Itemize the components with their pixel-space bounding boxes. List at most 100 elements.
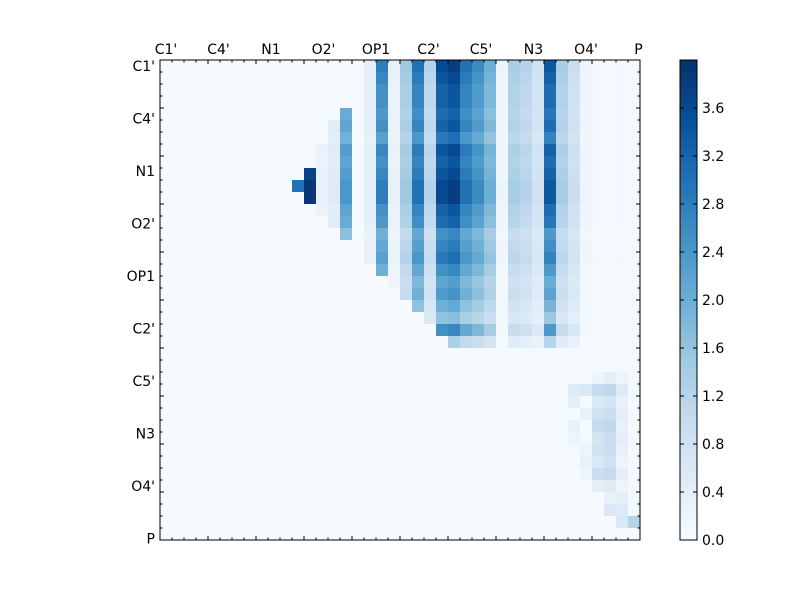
heatmap-cell (376, 348, 389, 361)
heatmap-cell (304, 432, 317, 445)
heatmap-cell (508, 360, 521, 373)
heatmap-cell (316, 504, 329, 517)
heatmap-cell (580, 84, 593, 97)
heatmap-cell (220, 456, 233, 469)
heatmap-cell (580, 252, 593, 265)
heatmap-cell (496, 384, 509, 397)
heatmap-cell (316, 396, 329, 409)
colorbar: 0.00.40.81.21.62.02.42.83.23.6 (679, 59, 724, 549)
heatmap-cell (220, 444, 233, 457)
heatmap-cell (172, 348, 185, 361)
heatmap-cell (544, 180, 557, 193)
heatmap-cell (496, 144, 509, 157)
heatmap-cell (208, 288, 221, 301)
heatmap-cell (256, 144, 269, 157)
heatmap-cell (484, 528, 497, 541)
heatmap-cell (196, 216, 209, 229)
heatmap-cell (268, 192, 281, 205)
heatmap-cell (220, 420, 233, 433)
heatmap-cell (304, 492, 317, 505)
heatmap-cell (448, 156, 461, 169)
heatmap-cell (220, 288, 233, 301)
heatmap-cell (496, 168, 509, 181)
heatmap-cell (208, 228, 221, 241)
heatmap-cell (508, 336, 521, 349)
heatmap-cell (316, 516, 329, 529)
heatmap-cell (532, 432, 545, 445)
heatmap-cell (460, 324, 473, 337)
heatmap-cell (208, 252, 221, 265)
heatmap-cell (568, 384, 581, 397)
heatmap-cell (244, 312, 257, 325)
heatmap-cell (532, 504, 545, 517)
heatmap-cell (532, 516, 545, 529)
heatmap-cell (448, 108, 461, 121)
heatmap-cell (244, 252, 257, 265)
heatmap-cell (244, 348, 257, 361)
heatmap-cell (424, 360, 437, 373)
heatmap-cell (436, 336, 449, 349)
heatmap-cell (544, 228, 557, 241)
heatmap-cell (448, 60, 461, 73)
heatmap-cell (352, 336, 365, 349)
heatmap-cell (556, 444, 569, 457)
heatmap-cell (532, 216, 545, 229)
heatmap-cell (628, 96, 641, 109)
heatmap-cell (580, 372, 593, 385)
heatmap-cell (424, 492, 437, 505)
heatmap-cell (316, 492, 329, 505)
heatmap-cell (196, 192, 209, 205)
heatmap-cell (532, 168, 545, 181)
heatmap-cell (484, 84, 497, 97)
heatmap-cell (196, 492, 209, 505)
heatmap-cell (268, 276, 281, 289)
heatmap-cell (196, 108, 209, 121)
heatmap-cell (532, 96, 545, 109)
heatmap-cell (544, 84, 557, 97)
heatmap-cell (340, 336, 353, 349)
heatmap-cell (460, 504, 473, 517)
heatmap-cell (628, 204, 641, 217)
heatmap-cell (352, 240, 365, 253)
heatmap-cell (568, 492, 581, 505)
heatmap-cell (340, 96, 353, 109)
heatmap-cell (268, 528, 281, 541)
heatmap-cell (364, 60, 377, 73)
heatmap-cell (340, 408, 353, 421)
heatmap-cell (328, 108, 341, 121)
heatmap-cell (412, 300, 425, 313)
heatmap-cell (328, 156, 341, 169)
heatmap-cell (580, 432, 593, 445)
heatmap-cell (496, 372, 509, 385)
heatmap-cell (544, 120, 557, 133)
heatmap-cell (424, 516, 437, 529)
heatmap-cell (400, 408, 413, 421)
heatmap-cell (448, 324, 461, 337)
heatmap-cell (460, 408, 473, 421)
heatmap-cell (472, 252, 485, 265)
heatmap-cell (568, 84, 581, 97)
heatmap-cell (160, 372, 173, 385)
heatmap-cell (352, 312, 365, 325)
heatmap-cell (292, 456, 305, 469)
heatmap-cell (400, 240, 413, 253)
heatmap-cell (436, 384, 449, 397)
heatmap-cell (508, 72, 521, 85)
heatmap-cell (304, 72, 317, 85)
heatmap-cell (172, 84, 185, 97)
heatmap-cell (472, 504, 485, 517)
heatmap-cell (604, 72, 617, 85)
heatmap-cell (520, 312, 533, 325)
heatmap-cell (328, 396, 341, 409)
heatmap-cell (496, 504, 509, 517)
heatmap-cell (292, 276, 305, 289)
heatmap-cell (604, 96, 617, 109)
heatmap-cell (472, 300, 485, 313)
heatmap-cell (256, 84, 269, 97)
heatmap-cell (556, 60, 569, 73)
heatmap-cell (328, 276, 341, 289)
heatmap-cell (304, 156, 317, 169)
heatmap-cell (244, 108, 257, 121)
heatmap-cell (580, 108, 593, 121)
heatmap-cell (568, 420, 581, 433)
